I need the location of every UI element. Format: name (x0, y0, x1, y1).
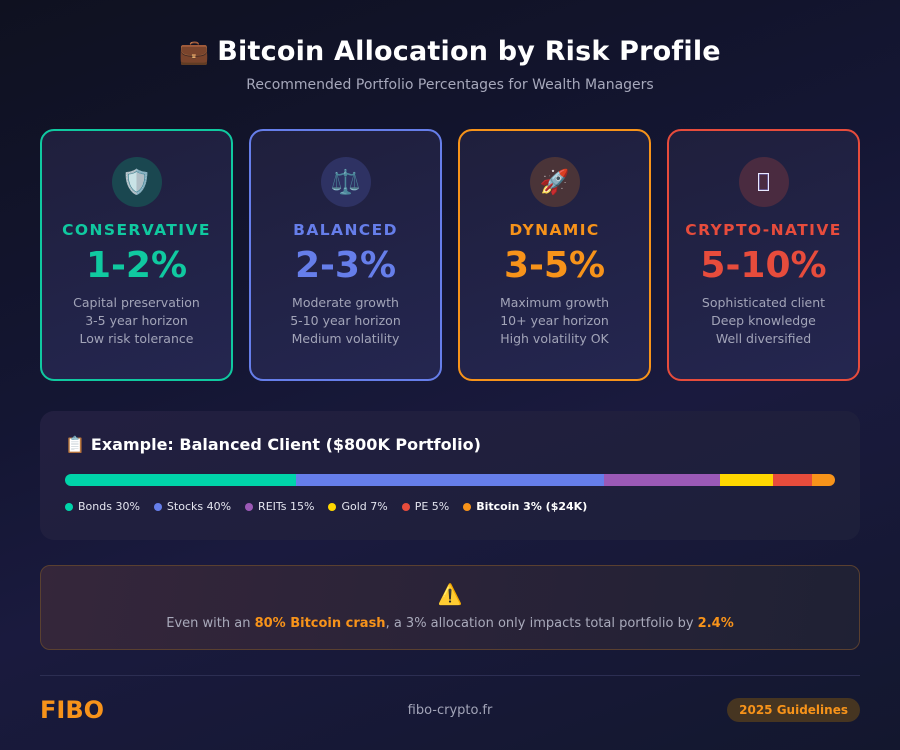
desc-line: 5-10 year horizon (290, 313, 401, 328)
legend-item-gold: Gold 7% (328, 500, 388, 513)
example-title-text: Example: Balanced Client ($800K Portfoli… (90, 435, 481, 454)
briefcase-icon: 💼 (179, 38, 210, 66)
profile-label: BALANCED (293, 221, 398, 239)
header: 💼 Bitcoin Allocation by Risk Profile Reco… (0, 36, 900, 93)
profile-card-dynamic: 🚀 DYNAMIC 3-5% Maximum growth 10+ year h… (458, 129, 651, 381)
bar-segment-bonds (65, 474, 296, 486)
legend-dot-icon (153, 502, 162, 511)
warning-callout: ⚠️ Even with an 80% Bitcoin crash, a 3% … (40, 565, 860, 650)
example-panel: 📋 Example: Balanced Client ($800K Portfol… (40, 411, 860, 540)
footer-divider (40, 675, 860, 676)
desc-line: High volatility OK (500, 331, 609, 346)
profile-range: 5-10% (700, 245, 827, 286)
footer: FIBO fibo-crypto.fr 2025 Guidelines (40, 696, 860, 724)
profile-card-balanced: ⚖️ BALANCED 2-3% Moderate growth 5-10 ye… (249, 129, 442, 381)
desc-line: 10+ year horizon (500, 313, 609, 328)
site-link[interactable]: fibo-crypto.fr (407, 703, 493, 718)
risk-profile-cards: 🛡️ CONSERVATIVE 1-2% Capital preservatio… (40, 129, 860, 381)
profile-description: Maximum growth 10+ year horizon High vol… (460, 294, 649, 348)
legend-label: REITs 15% (258, 500, 315, 513)
legend-dot-icon (328, 502, 337, 511)
legend-label: Gold 7% (341, 500, 388, 513)
impact-highlight: 2.4% (697, 616, 734, 631)
desc-line: Moderate growth (292, 295, 399, 310)
allocation-bar (65, 474, 835, 486)
bar-segment-reits (604, 474, 720, 486)
clipboard-icon: 📋 (65, 435, 85, 454)
page-title-text: Bitcoin Allocation by Risk Profile (217, 36, 721, 67)
legend-item-reits: REITs 15% (245, 500, 314, 513)
profile-description: Sophisticated client Deep knowledge Well… (669, 294, 858, 348)
legend-item-bitcoin: Bitcoin 3% ($24K) (463, 500, 587, 513)
legend-label: Bitcoin 3% ($24K) (476, 500, 588, 513)
desc-line: Well diversified (715, 331, 812, 346)
profile-label: CONSERVATIVE (62, 221, 211, 239)
profile-range: 1-2% (85, 245, 188, 286)
page-title: 💼 Bitcoin Allocation by Risk Profile (0, 36, 900, 67)
desc-line: 3-5 year horizon (85, 313, 188, 328)
legend-label: Bonds 30% (78, 500, 140, 513)
warning-text: Even with an 80% Bitcoin crash, a 3% all… (166, 616, 734, 631)
profile-range: 3-5% (503, 245, 606, 286)
profile-description: Capital preservation 3-5 year horizon Lo… (42, 294, 231, 348)
profile-label: CRYPTO-NATIVE (685, 221, 842, 239)
example-title: 📋 Example: Balanced Client ($800K Portfol… (65, 435, 835, 454)
profile-description: Moderate growth 5-10 year horizon Medium… (251, 294, 440, 348)
shield-icon: 🛡️ (111, 157, 162, 207)
profile-range: 2-3% (294, 245, 397, 286)
legend-label: PE 5% (414, 500, 450, 513)
desc-line: Sophisticated client (701, 295, 826, 310)
allocation-legend: Bonds 30% Stocks 40% REITs 15% Gold 7% PE 5%… (65, 500, 835, 513)
legend-item-stocks: Stocks 40% (153, 500, 232, 513)
scales-icon: ⚖️ (320, 157, 371, 207)
legend-item-pe: PE 5% (401, 500, 450, 513)
desc-line: Maximum growth (499, 295, 610, 310)
desc-line: Deep knowledge (711, 313, 816, 328)
bar-segment-pe (773, 474, 812, 486)
profile-card-conservative: 🛡️ CONSERVATIVE 1-2% Capital preservatio… (40, 129, 233, 381)
legend-dot-icon (245, 502, 254, 511)
missing-glyph-icon (738, 157, 789, 207)
desc-line: Low risk tolerance (79, 331, 194, 346)
brand-logo: FIBO (40, 696, 105, 724)
profile-card-crypto-native: CRYPTO-NATIVE 5-10% Sophisticated client… (667, 129, 860, 381)
profile-label: DYNAMIC (509, 221, 600, 239)
legend-dot-icon (463, 502, 472, 511)
bar-segment-stocks (296, 474, 604, 486)
warning-icon: ⚠️ (437, 582, 463, 606)
desc-line: Medium volatility (291, 331, 400, 346)
legend-item-bonds: Bonds 30% (65, 500, 140, 513)
desc-line: Capital preservation (73, 295, 200, 310)
bar-segment-gold (719, 474, 774, 486)
page-subtitle: Recommended Portfolio Percentages for We… (246, 77, 654, 93)
crash-highlight: 80% Bitcoin crash (254, 616, 386, 631)
legend-dot-icon (65, 502, 73, 511)
bar-segment-bitcoin (811, 474, 835, 486)
legend-label: Stocks 40% (166, 500, 232, 513)
guidelines-badge: 2025 Guidelines (727, 698, 860, 722)
legend-dot-icon (401, 502, 410, 511)
rocket-icon: 🚀 (529, 157, 580, 207)
